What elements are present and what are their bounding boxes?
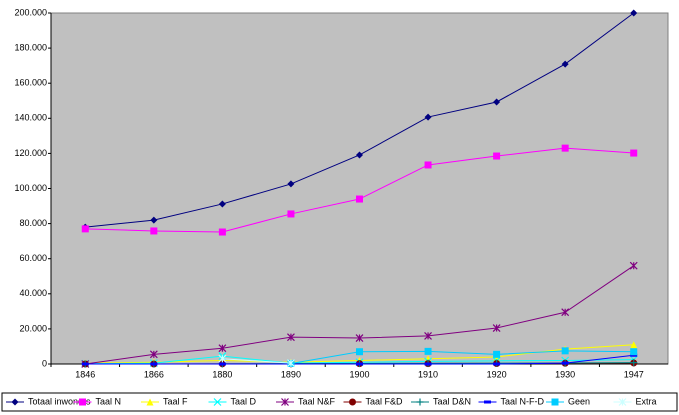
marker — [493, 98, 501, 106]
marker — [424, 347, 432, 355]
legend-label: Extra — [636, 396, 657, 406]
marker — [356, 362, 363, 366]
marker — [492, 324, 501, 332]
y-tick-label: 160.000 — [14, 78, 47, 88]
marker — [630, 359, 638, 367]
marker — [561, 144, 569, 152]
legend-label: Taal F — [163, 396, 188, 406]
y-tick-label: 100.000 — [14, 183, 47, 193]
marker — [79, 398, 86, 406]
marker — [630, 353, 638, 357]
marker — [424, 355, 432, 363]
marker — [424, 113, 432, 121]
marker — [630, 9, 638, 17]
y-tick-label: 200.000 — [14, 7, 47, 17]
marker — [287, 359, 295, 368]
series-line — [290, 350, 634, 364]
marker — [424, 161, 432, 169]
y-tick-label: 60.000 — [19, 253, 47, 263]
plot-area — [50, 12, 669, 365]
marker — [11, 398, 19, 406]
x-tick-label: 1890 — [281, 369, 301, 379]
legend-label: Taal F&D — [366, 396, 404, 406]
marker — [356, 195, 363, 203]
marker — [356, 348, 363, 356]
marker — [493, 362, 501, 366]
marker — [218, 200, 226, 208]
marker — [81, 225, 89, 233]
marker — [551, 398, 559, 406]
marker — [630, 149, 638, 157]
marker — [493, 152, 501, 160]
marker — [561, 361, 569, 365]
y-tick-label: 120.000 — [14, 148, 47, 158]
legend-label: Taal N-F-D — [501, 396, 545, 406]
y-tick-label: 20.000 — [19, 323, 47, 333]
legend-label: Totaal inwoners — [28, 396, 91, 406]
marker — [218, 362, 226, 366]
x-tick-label: 1930 — [555, 369, 575, 379]
x-tick-label: 1866 — [144, 369, 164, 379]
x-tick-label: 1920 — [487, 369, 507, 379]
legend-label: Taal D — [231, 396, 257, 406]
marker — [149, 350, 158, 359]
marker — [416, 398, 424, 406]
marker — [213, 398, 222, 406]
marker — [150, 362, 158, 366]
marker — [281, 398, 289, 406]
marker — [287, 333, 295, 342]
marker — [561, 60, 569, 68]
marker — [618, 398, 627, 406]
legend — [1, 392, 678, 412]
y-tick-label: 80.000 — [19, 218, 47, 228]
legend-label: Taal N — [96, 396, 122, 406]
marker — [493, 350, 501, 358]
y-tick-label: 140.000 — [14, 113, 47, 123]
legend-label: Taal D&N — [433, 396, 471, 406]
marker — [630, 348, 638, 356]
marker — [424, 331, 432, 340]
x-tick-label: 1880 — [212, 369, 232, 379]
marker — [349, 398, 356, 406]
marker — [150, 227, 158, 235]
marker — [355, 334, 364, 342]
marker — [287, 210, 295, 218]
y-tick-label: 40.000 — [19, 288, 47, 298]
marker — [356, 151, 363, 159]
x-tick-label: 1910 — [418, 369, 438, 379]
marker — [146, 398, 154, 406]
marker — [561, 308, 570, 317]
legend-label: Geen — [568, 396, 590, 406]
marker — [287, 180, 295, 188]
y-tick-label: 0 — [42, 358, 47, 368]
legend-label: Taal N&F — [298, 396, 336, 406]
marker — [150, 216, 158, 224]
marker — [218, 354, 227, 363]
marker — [424, 362, 432, 366]
marker — [218, 228, 226, 236]
marker — [484, 400, 491, 404]
y-tick-label: 180.000 — [14, 42, 47, 52]
x-tick-label: 1846 — [75, 369, 95, 379]
marker — [630, 341, 638, 349]
marker — [218, 344, 227, 353]
x-tick-label: 1947 — [624, 369, 644, 379]
x-tick-label: 1900 — [349, 369, 369, 379]
marker — [629, 261, 638, 270]
marker — [561, 347, 569, 355]
marker — [81, 362, 89, 366]
series-line — [222, 358, 291, 364]
